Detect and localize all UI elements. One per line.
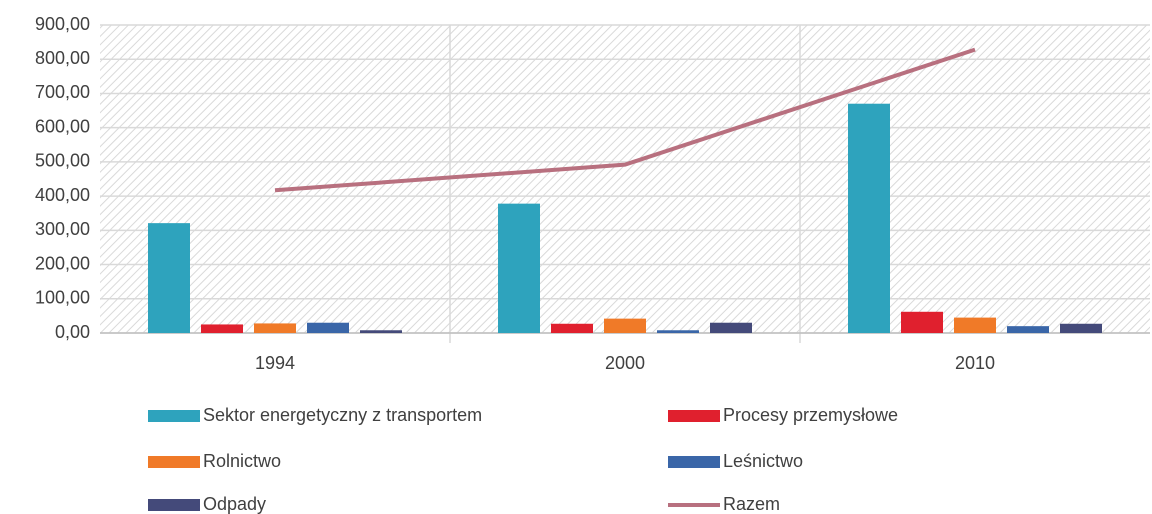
legend-label: Sektor energetyczny z transportem — [203, 405, 482, 425]
y-tick-label: 400,00 — [35, 185, 90, 205]
y-tick-label: 200,00 — [35, 253, 90, 273]
y-tick-label: 700,00 — [35, 82, 90, 102]
legend-swatch — [668, 410, 720, 422]
bar — [498, 203, 540, 333]
y-tick-label: 500,00 — [35, 151, 90, 171]
bar — [710, 322, 752, 333]
bar — [307, 322, 349, 333]
plot-area — [100, 25, 1150, 333]
legend-label: Leśnictwo — [723, 451, 803, 471]
y-tick-label: 900,00 — [35, 14, 90, 34]
legend-swatch — [668, 456, 720, 468]
bar — [954, 317, 996, 333]
x-tick-label: 1994 — [255, 353, 295, 373]
y-tick-label: 0,00 — [55, 322, 90, 342]
legend-label: Procesy przemysłowe — [723, 405, 898, 425]
legend-swatch — [148, 456, 200, 468]
bar — [148, 223, 190, 333]
bar — [201, 324, 243, 333]
bar — [657, 330, 699, 333]
legend-swatch — [148, 410, 200, 422]
bar — [1060, 323, 1102, 333]
bar — [551, 323, 593, 333]
bar — [901, 311, 943, 333]
legend-swatch — [148, 499, 200, 511]
bar — [360, 330, 402, 333]
x-tick-label: 2010 — [955, 353, 995, 373]
y-tick-label: 100,00 — [35, 288, 90, 308]
y-tick-label: 800,00 — [35, 48, 90, 68]
legend-label: Rolnictwo — [203, 451, 281, 471]
bar — [604, 318, 646, 333]
legend-label: Razem — [723, 494, 780, 514]
bar — [1007, 326, 1049, 333]
bar — [254, 323, 296, 333]
y-tick-label: 300,00 — [35, 219, 90, 239]
x-tick-label: 2000 — [605, 353, 645, 373]
line — [274, 47, 976, 193]
y-tick-label: 600,00 — [35, 116, 90, 136]
bar — [848, 103, 890, 333]
legend-label: Odpady — [203, 494, 266, 514]
